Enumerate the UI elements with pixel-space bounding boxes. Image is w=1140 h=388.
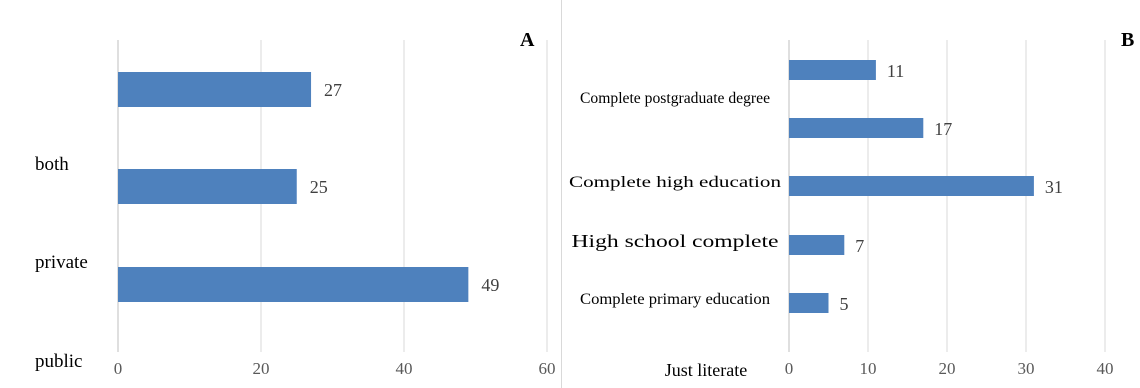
bar bbox=[789, 293, 829, 313]
category-label: Complete postgraduate degree bbox=[580, 90, 770, 107]
category-label: Complete high education bbox=[569, 174, 781, 191]
x-tick-label: 0 bbox=[785, 359, 794, 378]
panel-label: A bbox=[520, 29, 535, 51]
panel-divider bbox=[561, 0, 562, 388]
chart-panel-a: 0 20 40 60 27 both 25 private 49 public A bbox=[0, 0, 560, 388]
data-label: 11 bbox=[887, 61, 904, 81]
bar bbox=[118, 72, 312, 107]
x-tick-label: 20 bbox=[939, 359, 956, 378]
chart-panel-b: 0 10 20 30 40 11 17 31 7 5 Complete postgraduate d… bbox=[563, 0, 1140, 388]
x-tick-label: 40 bbox=[1097, 359, 1114, 378]
x-tick-label: 10 bbox=[860, 359, 877, 378]
x-tick-label: 20 bbox=[253, 359, 270, 378]
x-tick-label: 60 bbox=[539, 359, 556, 378]
bar bbox=[118, 267, 469, 302]
bar bbox=[118, 169, 297, 204]
category-label: High school complete bbox=[572, 231, 779, 251]
x-tick-label: 30 bbox=[1018, 359, 1035, 378]
data-label: 7 bbox=[855, 236, 864, 256]
data-label: 5 bbox=[840, 294, 849, 314]
category-label: public bbox=[35, 351, 83, 372]
data-label: 27 bbox=[324, 80, 342, 100]
category-label: both bbox=[35, 154, 69, 175]
bar bbox=[789, 60, 876, 80]
bar bbox=[789, 235, 845, 255]
chart-a-svg: 0 20 40 60 27 both 25 private 49 public A bbox=[35, 29, 556, 378]
data-label: 25 bbox=[310, 177, 328, 197]
category-label: private bbox=[35, 252, 88, 273]
category-label: Just literate bbox=[665, 360, 747, 380]
data-label: 31 bbox=[1045, 177, 1063, 197]
x-tick-label: 0 bbox=[114, 359, 123, 378]
bar bbox=[789, 118, 924, 138]
x-tick-label: 40 bbox=[396, 359, 413, 378]
chart-b-svg: 0 10 20 30 40 11 17 31 7 5 Complete postgraduate d… bbox=[569, 29, 1134, 380]
category-label: Complete primary education bbox=[580, 291, 770, 308]
bar bbox=[789, 176, 1034, 196]
data-label: 17 bbox=[934, 119, 952, 139]
data-label: 49 bbox=[481, 275, 499, 295]
panel-label: B bbox=[1121, 29, 1134, 51]
